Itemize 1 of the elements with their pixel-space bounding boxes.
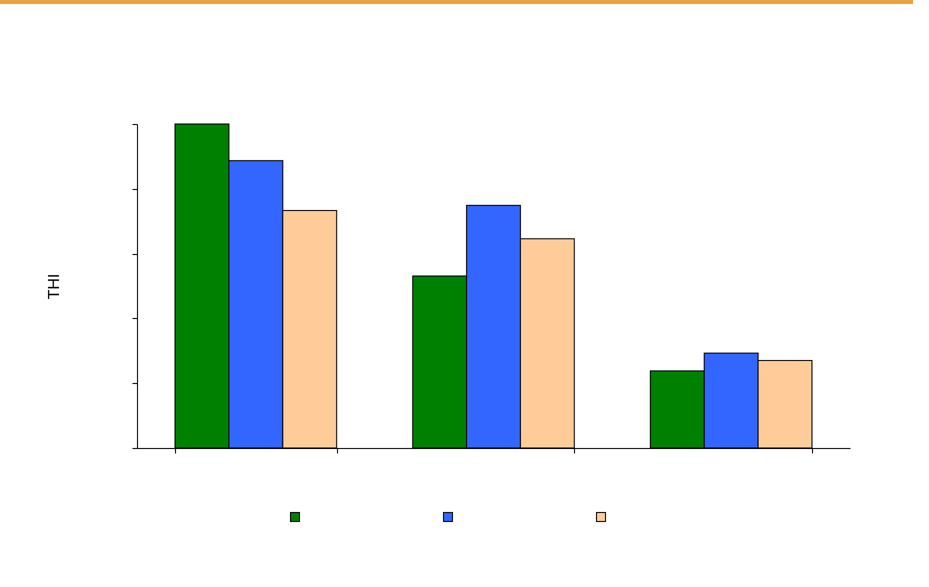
y-axis-title: THI (46, 274, 63, 300)
